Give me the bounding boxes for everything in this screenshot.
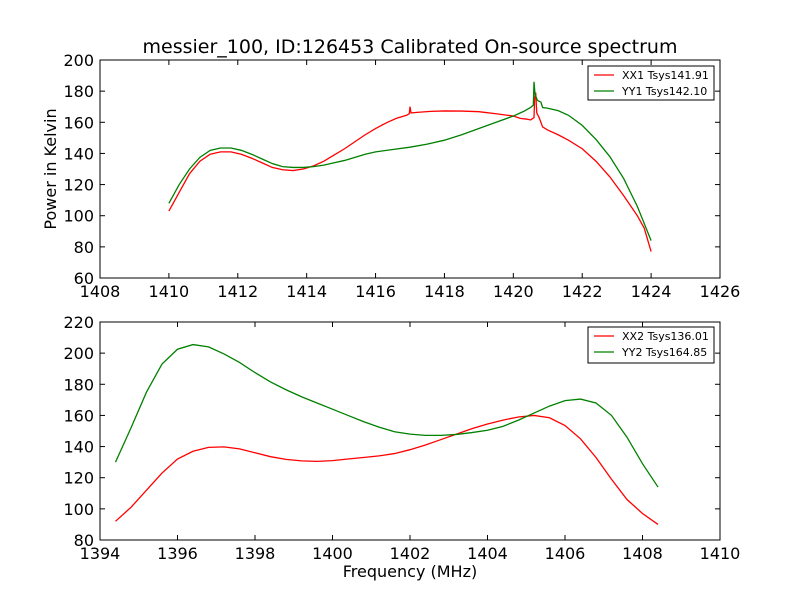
x-tick-label: 1422 bbox=[562, 282, 603, 301]
x-tick-label: 1402 bbox=[390, 544, 431, 563]
legend-label: YY1 Tsys142.10 bbox=[621, 85, 707, 98]
legend: XX2 Tsys136.01 YY2 Tsys164.85 bbox=[587, 326, 715, 364]
y-tick-label: 80 bbox=[74, 531, 94, 550]
y-tick-label: 200 bbox=[63, 344, 94, 363]
y-tick-label: 100 bbox=[63, 207, 94, 226]
legend-label: XX1 Tsys141.91 bbox=[622, 69, 709, 82]
y-tick-label: 180 bbox=[63, 82, 94, 101]
y-tick-label: 180 bbox=[63, 375, 94, 394]
legend-label: XX2 Tsys136.01 bbox=[622, 330, 709, 343]
y-tick-label: 140 bbox=[63, 144, 94, 163]
y-tick-label: 60 bbox=[74, 269, 94, 288]
x-tick-label: 1408 bbox=[80, 282, 121, 301]
chart-panel-1: 1408 1410 1412 1414 1416 1418 1420 1422 1424 1426… bbox=[41, 51, 740, 301]
y-tick-label: 140 bbox=[63, 438, 94, 457]
series-line-1-1 bbox=[168, 92, 652, 252]
legend-box bbox=[587, 65, 715, 101]
figure-title: messier_100, ID:126453 Calibrated On-sou… bbox=[143, 36, 678, 58]
y-tick-label: 220 bbox=[63, 313, 94, 332]
x-tick-label: 1404 bbox=[467, 544, 508, 563]
y-tick-label: 100 bbox=[63, 500, 94, 519]
series-line-2-2 bbox=[114, 343, 659, 488]
x-tick-label: 1410 bbox=[700, 544, 741, 563]
x-tick-label: 1408 bbox=[622, 544, 663, 563]
y-tick-label: 80 bbox=[74, 238, 94, 257]
x-tick-label: 1418 bbox=[424, 282, 465, 301]
x-tick-label: 1410 bbox=[149, 282, 190, 301]
x-tick-label: 1414 bbox=[286, 282, 327, 301]
y-tick-label: 160 bbox=[63, 113, 94, 132]
x-tick-label: 1416 bbox=[355, 282, 396, 301]
x-tick-label: 1412 bbox=[217, 282, 258, 301]
x-tick-label: 1420 bbox=[493, 282, 534, 301]
y-tick-label: 120 bbox=[63, 176, 94, 195]
plot-frame bbox=[99, 59, 721, 279]
series-line-2-1 bbox=[115, 414, 659, 525]
x-tick-label: 1424 bbox=[631, 282, 672, 301]
x-tick-label: 1398 bbox=[235, 544, 276, 563]
chart-panel-2: 1394 1396 1398 1400 1402 1404 1406 1408 1410 80 10… bbox=[63, 313, 740, 581]
x-tick-label: 1396 bbox=[157, 544, 198, 563]
y-axis-label: Power in Kelvin bbox=[41, 108, 60, 229]
x-tick-label: 1394 bbox=[80, 544, 121, 563]
legend: XX1 Tsys141.91 YY1 Tsys142.10 bbox=[587, 65, 715, 101]
x-tick-label: 1406 bbox=[545, 544, 586, 563]
x-tick-label: 1426 bbox=[700, 282, 741, 301]
y-tick-label: 160 bbox=[63, 406, 94, 425]
legend-box bbox=[587, 326, 715, 364]
y-tick-label: 120 bbox=[63, 469, 94, 488]
y-tick-label: 200 bbox=[63, 51, 94, 70]
x-tick-label: 1400 bbox=[312, 544, 353, 563]
x-axis-label: Frequency (MHz) bbox=[343, 562, 477, 581]
charts-layer: 1408 1410 1412 1414 1416 1418 1420 1422 1424 1426… bbox=[41, 51, 740, 581]
legend-label: YY2 Tsys164.85 bbox=[621, 346, 707, 359]
series-line-1-2 bbox=[168, 81, 652, 241]
